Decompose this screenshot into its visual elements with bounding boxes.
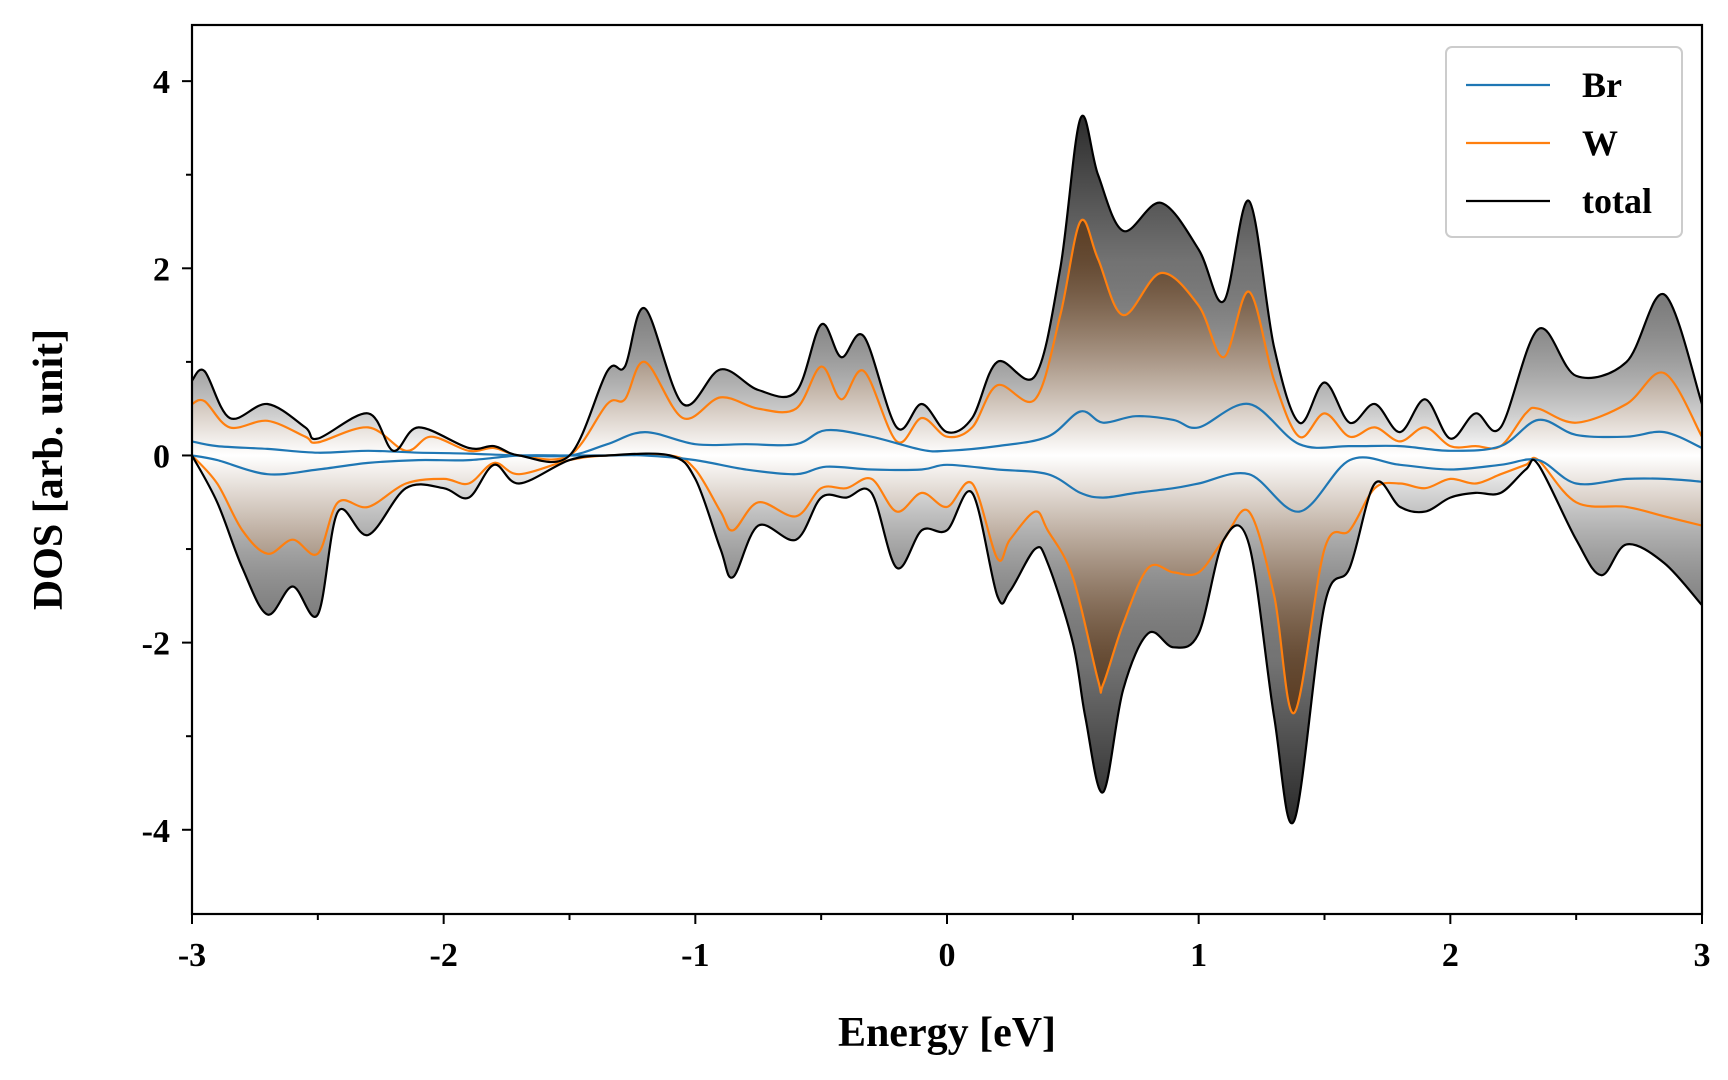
x-axis: -3 -2 -1 0 1 2 3: [178, 914, 1711, 974]
x-tick-label: 1: [1190, 937, 1207, 974]
legend-label-w: W: [1582, 123, 1618, 163]
y-axis: -4 -2 0 2 4: [142, 64, 192, 850]
y-tick-label: 4: [153, 64, 170, 101]
x-axis-title: Energy [eV]: [838, 1010, 1056, 1056]
series-line-total-down: [192, 452, 1702, 825]
series-line-br-down: [192, 454, 1702, 513]
series-line-w-down: [192, 453, 1702, 714]
y-tick-label: 2: [153, 251, 170, 288]
y-tick-label: -4: [142, 813, 170, 850]
x-tick-label: -3: [178, 937, 206, 974]
legend-label-br: Br: [1582, 65, 1622, 105]
x-tick-label: 2: [1442, 937, 1459, 974]
series-line-br-up: [192, 402, 1702, 458]
series-line-w-up: [192, 218, 1702, 461]
y-tick-label: 0: [153, 438, 170, 475]
x-tick-label: -2: [430, 937, 458, 974]
plot-area: [192, 114, 1702, 825]
y-axis-title: DOS [arb. unit]: [26, 329, 72, 610]
x-tick-label: 3: [1694, 937, 1711, 974]
series-line-total-up: [192, 114, 1702, 464]
y-tick-label: -2: [142, 626, 170, 663]
w-fill: [192, 219, 1702, 714]
legend-box: [1445, 46, 1683, 238]
x-tick-label: -1: [681, 937, 709, 974]
x-tick-label: 0: [939, 937, 956, 974]
legend-label-total: total: [1582, 181, 1652, 221]
series-lines: [192, 114, 1702, 825]
